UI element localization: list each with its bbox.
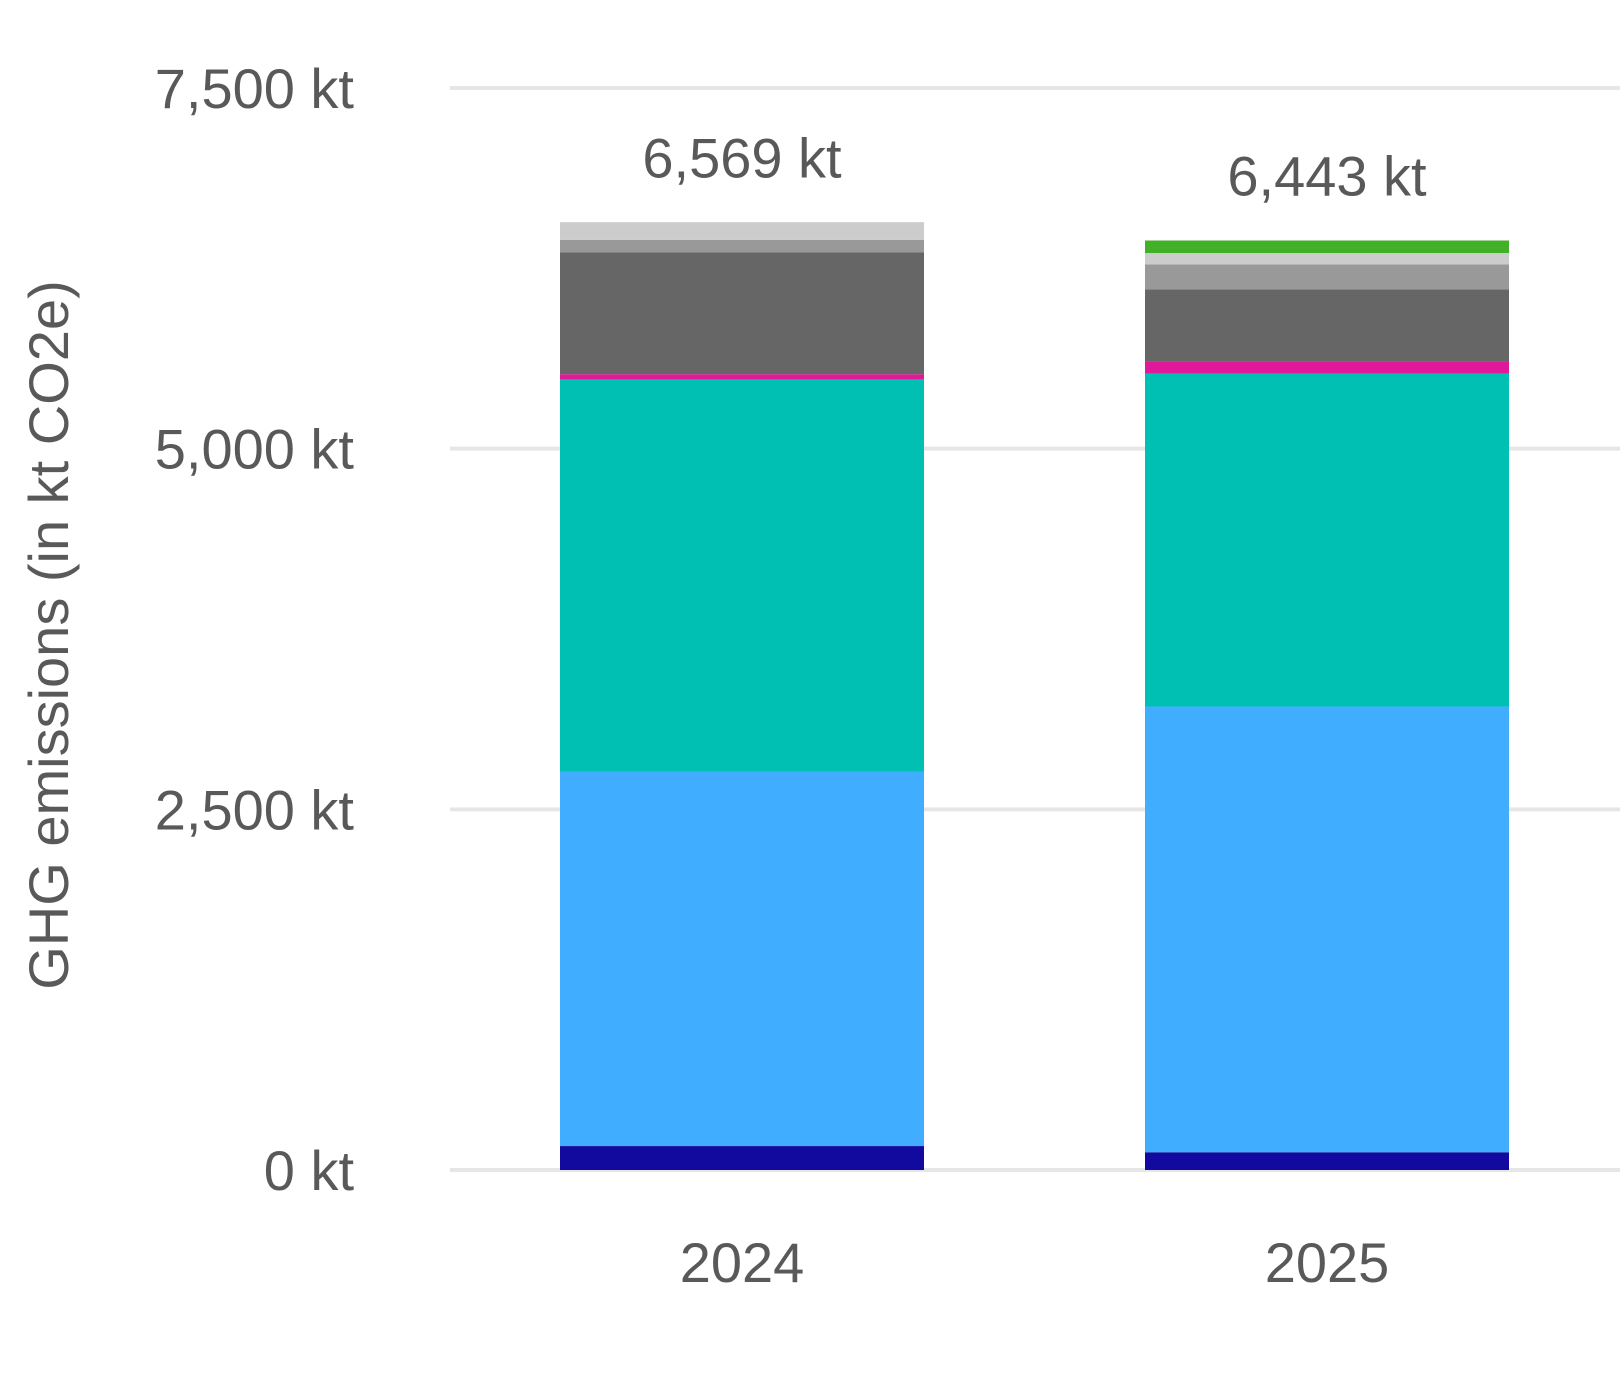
x-tick-label: 2025 — [1265, 1231, 1390, 1294]
bar-segment-2024-0 — [560, 1146, 924, 1170]
bar-segment-2024-6 — [560, 222, 924, 240]
x-axis-ticks: 2024 2025 — [680, 1231, 1390, 1294]
total-labels: 6,569 kt 6,443 kt — [642, 126, 1427, 207]
bar-segment-2024-2 — [560, 379, 924, 772]
y-tick-label: 5,000 kt — [155, 418, 355, 481]
total-label: 6,443 kt — [1227, 144, 1427, 207]
y-tick-label: 0 kt — [264, 1139, 355, 1202]
bar-segment-2024-3 — [560, 374, 924, 380]
bar-segment-2025-2 — [1145, 373, 1509, 707]
bar-segment-2025-5 — [1145, 264, 1509, 290]
total-label: 6,569 kt — [642, 126, 842, 189]
bar-segment-2025-4 — [1145, 289, 1509, 362]
bar-segment-2024-5 — [560, 239, 924, 253]
bar-segment-2025-1 — [1145, 706, 1509, 1153]
bar-segment-2025-6 — [1145, 253, 1509, 265]
bar-segment-2025-3 — [1145, 361, 1509, 374]
y-axis-ticks: 0 kt 2,500 kt 5,000 kt 7,500 kt — [155, 57, 355, 1202]
y-tick-label: 7,500 kt — [155, 57, 355, 120]
bars — [560, 222, 1509, 1170]
bar-segment-2025-0 — [1145, 1152, 1509, 1170]
y-tick-label: 2,500 kt — [155, 778, 355, 841]
bar-segment-2024-4 — [560, 252, 924, 375]
x-tick-label: 2024 — [680, 1231, 805, 1294]
bar-segment-2024-1 — [560, 771, 924, 1147]
y-axis-label: GHG emissions (in kt CO2e) — [17, 280, 80, 990]
bar-segment-2025-7 — [1145, 240, 1509, 254]
